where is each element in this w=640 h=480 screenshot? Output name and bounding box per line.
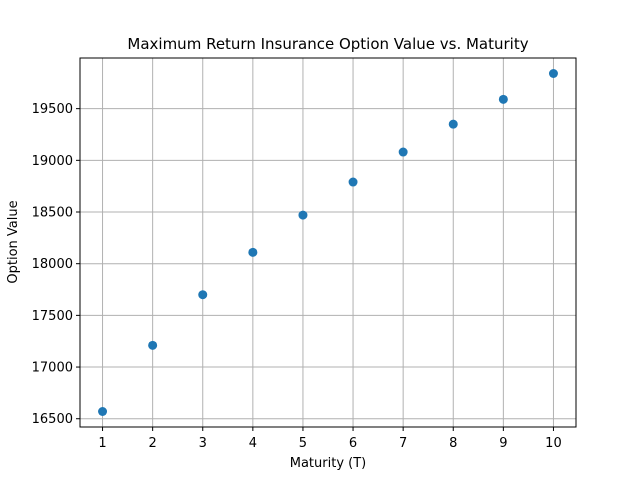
- x-tick-label: 10: [545, 436, 562, 451]
- x-tick-label: 2: [149, 436, 157, 451]
- y-tick-label: 16500: [32, 412, 73, 427]
- y-tick-label: 19500: [32, 102, 73, 117]
- x-tick-label: 8: [449, 436, 457, 451]
- x-tick-label: 5: [299, 436, 307, 451]
- data-point: [448, 119, 458, 129]
- data-points: [98, 69, 558, 416]
- x-tick-label: 4: [249, 436, 257, 451]
- data-point: [98, 406, 108, 416]
- y-tick-label: 19000: [32, 154, 73, 169]
- data-point: [298, 210, 308, 220]
- x-tick-label: 9: [499, 436, 507, 451]
- data-point: [498, 94, 508, 104]
- chart-title: Maximum Return Insurance Option Value vs…: [127, 35, 528, 53]
- x-tick-label: 7: [399, 436, 407, 451]
- x-tick-label: 1: [98, 436, 106, 451]
- y-tick-label: 18500: [32, 206, 73, 221]
- data-point: [548, 69, 558, 79]
- data-point: [248, 247, 258, 257]
- y-tick-label: 18000: [32, 257, 73, 272]
- grid: [80, 58, 576, 427]
- y-axis-label: Option Value: [6, 200, 21, 283]
- data-point: [348, 177, 358, 187]
- x-tick-label: 3: [199, 436, 207, 451]
- y-axis: 16500 17000 17500 18000 18500 19000 19500: [32, 102, 80, 427]
- data-point: [198, 290, 208, 300]
- data-point: [148, 340, 158, 350]
- x-axis: 1 2 3 4 5 6 7 8 9 10: [98, 427, 562, 451]
- data-point: [398, 147, 408, 157]
- x-tick-label: 6: [349, 436, 357, 451]
- plot-frame: [79, 57, 577, 428]
- y-tick-label: 17000: [32, 361, 73, 376]
- x-axis-label: Maturity (T): [290, 456, 366, 471]
- y-tick-label: 17500: [32, 309, 73, 324]
